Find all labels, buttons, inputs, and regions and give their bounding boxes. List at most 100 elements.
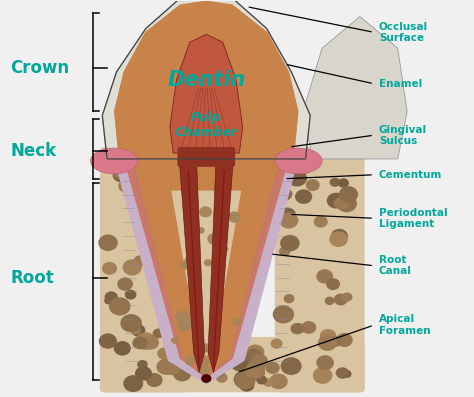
Polygon shape: [114, 1, 299, 159]
Circle shape: [339, 187, 357, 202]
Circle shape: [201, 374, 211, 382]
Circle shape: [118, 278, 132, 290]
Circle shape: [126, 290, 136, 299]
Polygon shape: [114, 1, 299, 159]
Circle shape: [235, 372, 255, 389]
Circle shape: [291, 324, 303, 333]
Circle shape: [201, 344, 210, 352]
Circle shape: [246, 349, 262, 363]
Circle shape: [217, 374, 227, 382]
Circle shape: [307, 180, 319, 190]
Circle shape: [328, 193, 345, 208]
Circle shape: [240, 380, 254, 391]
Circle shape: [153, 248, 166, 259]
Circle shape: [162, 233, 177, 246]
Circle shape: [320, 330, 336, 342]
Circle shape: [148, 214, 157, 221]
Text: Occlusal
Surface: Occlusal Surface: [379, 22, 428, 43]
Circle shape: [234, 371, 254, 387]
Circle shape: [200, 366, 210, 374]
Circle shape: [132, 173, 140, 180]
FancyBboxPatch shape: [100, 147, 190, 392]
Polygon shape: [124, 159, 289, 378]
Circle shape: [170, 199, 185, 212]
Circle shape: [330, 232, 347, 246]
Circle shape: [167, 329, 184, 343]
Circle shape: [255, 361, 265, 370]
Circle shape: [197, 357, 209, 367]
Circle shape: [271, 339, 282, 348]
FancyBboxPatch shape: [177, 147, 235, 167]
Circle shape: [181, 261, 190, 269]
Circle shape: [136, 333, 155, 349]
Circle shape: [227, 355, 240, 366]
Circle shape: [132, 325, 145, 336]
Circle shape: [134, 256, 146, 266]
Circle shape: [177, 320, 191, 331]
Circle shape: [100, 334, 116, 348]
Circle shape: [197, 347, 211, 358]
Circle shape: [338, 201, 348, 208]
Circle shape: [121, 315, 141, 331]
Text: Apical
Foramen: Apical Foramen: [379, 314, 430, 336]
Circle shape: [114, 342, 130, 355]
Circle shape: [228, 349, 240, 358]
Circle shape: [313, 368, 332, 383]
Circle shape: [326, 297, 334, 304]
Circle shape: [191, 324, 201, 332]
Circle shape: [162, 358, 181, 374]
Circle shape: [172, 338, 178, 343]
Circle shape: [186, 357, 195, 364]
Circle shape: [173, 366, 191, 381]
Circle shape: [114, 171, 121, 177]
Circle shape: [273, 306, 293, 323]
Circle shape: [125, 184, 132, 191]
Circle shape: [194, 352, 210, 365]
Text: Dentin: Dentin: [167, 70, 246, 90]
Text: Cementum: Cementum: [379, 170, 442, 180]
Circle shape: [138, 166, 149, 175]
Circle shape: [220, 358, 233, 368]
Circle shape: [200, 207, 211, 217]
Circle shape: [317, 356, 333, 370]
Circle shape: [280, 208, 295, 221]
Circle shape: [212, 346, 219, 351]
Polygon shape: [303, 17, 407, 159]
Polygon shape: [170, 34, 243, 153]
Circle shape: [166, 174, 182, 187]
Circle shape: [252, 355, 267, 367]
Circle shape: [337, 333, 352, 346]
Circle shape: [169, 262, 184, 274]
Circle shape: [221, 246, 228, 252]
Circle shape: [161, 301, 177, 313]
Circle shape: [337, 368, 348, 378]
Circle shape: [208, 362, 226, 377]
Circle shape: [208, 354, 228, 370]
Circle shape: [99, 235, 117, 250]
Circle shape: [302, 322, 316, 333]
Circle shape: [314, 216, 327, 227]
Circle shape: [280, 213, 298, 228]
Circle shape: [170, 358, 181, 368]
Text: Enamel: Enamel: [379, 79, 422, 89]
Ellipse shape: [91, 148, 138, 174]
Circle shape: [257, 376, 266, 384]
Circle shape: [158, 274, 169, 284]
Circle shape: [137, 183, 149, 193]
Circle shape: [342, 293, 352, 301]
Circle shape: [185, 257, 194, 264]
Polygon shape: [102, 0, 310, 159]
Circle shape: [147, 374, 162, 386]
Circle shape: [338, 179, 348, 187]
Circle shape: [158, 348, 171, 359]
Circle shape: [143, 336, 158, 349]
Text: Gingival
Sulcus: Gingival Sulcus: [379, 125, 427, 146]
Circle shape: [233, 319, 241, 326]
Text: Crown: Crown: [10, 59, 69, 77]
Circle shape: [142, 175, 160, 190]
Text: Neck: Neck: [10, 142, 56, 160]
Polygon shape: [133, 159, 280, 376]
Circle shape: [119, 180, 133, 192]
Circle shape: [145, 262, 159, 274]
Circle shape: [277, 188, 292, 200]
